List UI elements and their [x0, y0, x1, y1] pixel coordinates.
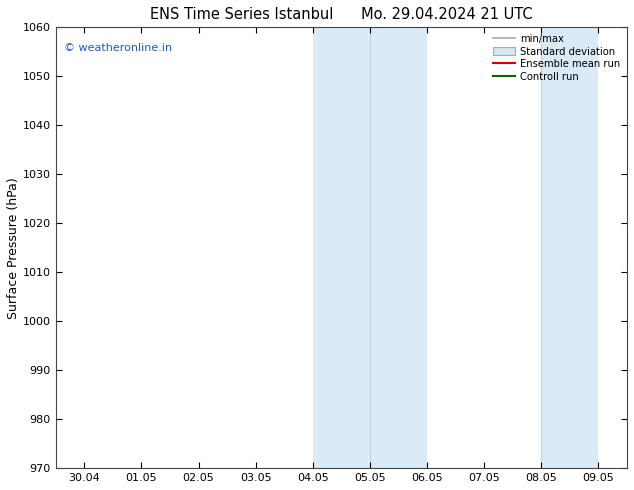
- Legend: min/max, Standard deviation, Ensemble mean run, Controll run: min/max, Standard deviation, Ensemble me…: [491, 32, 622, 84]
- Text: © weatheronline.in: © weatheronline.in: [64, 43, 172, 53]
- Bar: [313, 27, 427, 468]
- Bar: [541, 27, 598, 468]
- Title: ENS Time Series Istanbul      Mo. 29.04.2024 21 UTC: ENS Time Series Istanbul Mo. 29.04.2024 …: [150, 7, 533, 22]
- Y-axis label: Surface Pressure (hPa): Surface Pressure (hPa): [7, 177, 20, 318]
